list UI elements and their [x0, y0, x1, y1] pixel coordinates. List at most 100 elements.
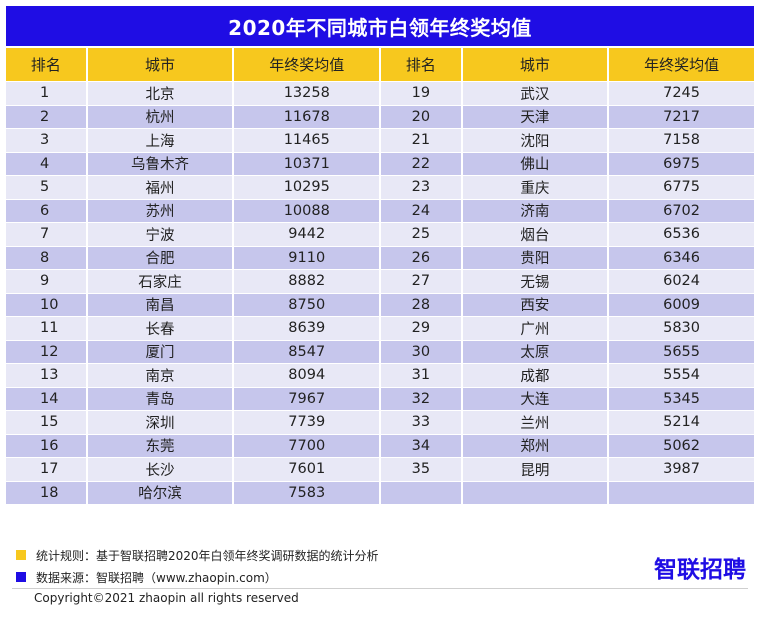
cell-city: 成都 [462, 363, 610, 387]
header-city: 城市 [462, 48, 610, 81]
cell-bonus: 5345 [609, 386, 754, 410]
table-header-row: 排名 城市 年终奖均值 排名 城市 年终奖均值 [6, 48, 754, 81]
cell-bonus: 5062 [609, 433, 754, 457]
cell-rank: 17 [6, 457, 88, 481]
cell-rank: 5 [6, 175, 88, 199]
header-bonus: 年终奖均值 [609, 48, 754, 81]
cell-rank: 34 [381, 433, 463, 457]
cell-bonus: 7700 [234, 433, 382, 457]
cell-rank: 14 [6, 386, 88, 410]
cell-rank: 3 [6, 128, 88, 152]
cell-bonus: 8882 [234, 269, 382, 293]
header-bonus: 年终奖均值 [234, 48, 382, 81]
cell-bonus: 7967 [234, 386, 382, 410]
cell-rank: 23 [381, 175, 463, 199]
cell-city: 烟台 [462, 222, 610, 246]
cell-city: 石家庄 [87, 269, 235, 293]
cell-bonus: 3987 [609, 457, 754, 481]
cell-rank: 4 [6, 151, 88, 175]
cell-rank: 16 [6, 433, 88, 457]
header-city: 城市 [87, 48, 235, 81]
note-source: 数据来源：智联招聘（www.zhaopin.com） [16, 566, 379, 588]
cell-rank: 33 [381, 410, 463, 434]
cell-rank: 11 [6, 316, 88, 340]
cell-bonus: 10371 [234, 151, 382, 175]
cell-city: 青岛 [87, 386, 235, 410]
cell-rank: 31 [381, 363, 463, 387]
cell-city: 深圳 [87, 410, 235, 434]
cell-rank: 6 [6, 198, 88, 222]
cell-city: 上海 [87, 128, 235, 152]
cell-city: 乌鲁木齐 [87, 151, 235, 175]
cell-bonus: 5830 [609, 316, 754, 340]
cell-city: 福州 [87, 175, 235, 199]
table-row: 2 杭州 11678 20 天津 7217 [6, 104, 754, 128]
note-source-text: 数据来源：智联招聘（www.zhaopin.com） [36, 570, 277, 585]
cell-rank: 12 [6, 339, 88, 363]
cell-city: 苏州 [87, 198, 235, 222]
cell-city: 贵阳 [462, 245, 610, 269]
cell-rank: 29 [381, 316, 463, 340]
cell-rank: 20 [381, 104, 463, 128]
cell-bonus: 7583 [234, 480, 382, 504]
cell-city: 重庆 [462, 175, 610, 199]
page-title: 2020年不同城市白领年终奖均值 [6, 6, 754, 46]
table-row: 12 厦门 8547 30 太原 5655 [6, 339, 754, 363]
cell-bonus: 5554 [609, 363, 754, 387]
cell-city: 兰州 [462, 410, 610, 434]
cell-bonus: 8639 [234, 316, 382, 340]
cell-bonus: 5214 [609, 410, 754, 434]
table-row: 17 长沙 7601 35 昆明 3987 [6, 457, 754, 481]
cell-rank: 10 [6, 292, 88, 316]
cell-bonus: 8547 [234, 339, 382, 363]
cell-rank: 9 [6, 269, 88, 293]
cell-rank: 2 [6, 104, 88, 128]
cell-city: 合肥 [87, 245, 235, 269]
table-row: 11 长春 8639 29 广州 5830 [6, 316, 754, 340]
table-row: 5 福州 10295 23 重庆 6775 [6, 175, 754, 199]
cell-rank: 1 [6, 81, 88, 105]
cell-city: 南昌 [87, 292, 235, 316]
divider [12, 588, 748, 589]
cell-rank: 24 [381, 198, 463, 222]
cell-bonus: 11678 [234, 104, 382, 128]
cell-bonus [609, 480, 754, 504]
table-row: 3 上海 11465 21 沈阳 7158 [6, 128, 754, 152]
cell-city: 厦门 [87, 339, 235, 363]
header-rank: 排名 [6, 48, 88, 81]
cell-rank: 15 [6, 410, 88, 434]
cell-rank: 27 [381, 269, 463, 293]
cell-bonus: 9110 [234, 245, 382, 269]
yellow-square-icon [16, 550, 26, 560]
table-row: 18 哈尔滨 7583 [6, 480, 754, 504]
cell-bonus: 5655 [609, 339, 754, 363]
table-row: 14 青岛 7967 32 大连 5345 [6, 386, 754, 410]
cell-city: 天津 [462, 104, 610, 128]
cell-city [462, 480, 610, 504]
cell-rank [381, 480, 463, 504]
table-row: 15 深圳 7739 33 兰州 5214 [6, 410, 754, 434]
cell-bonus: 6536 [609, 222, 754, 246]
table-row: 13 南京 8094 31 成都 5554 [6, 363, 754, 387]
cell-rank: 35 [381, 457, 463, 481]
cell-bonus: 7601 [234, 457, 382, 481]
cell-bonus: 10088 [234, 198, 382, 222]
note-rule-text: 统计规则：基于智联招聘2020年白领年终奖调研数据的统计分析 [36, 548, 379, 563]
cell-bonus: 6975 [609, 151, 754, 175]
notes: 统计规则：基于智联招聘2020年白领年终奖调研数据的统计分析 数据来源：智联招聘… [16, 544, 379, 588]
cell-city: 佛山 [462, 151, 610, 175]
zhaopin-logo: 智联招聘 [654, 557, 746, 583]
cell-city: 哈尔滨 [87, 480, 235, 504]
cell-city: 长春 [87, 316, 235, 340]
cell-city: 无锡 [462, 269, 610, 293]
cell-bonus: 6009 [609, 292, 754, 316]
cell-rank: 25 [381, 222, 463, 246]
cell-bonus: 6346 [609, 245, 754, 269]
copyright: Copyright©2021 zhaopin all rights reserv… [34, 591, 299, 605]
table-body: 1 北京 13258 19 武汉 7245 2 杭州 11678 20 天津 7217 3 上海 11465… [6, 81, 754, 504]
cell-rank: 19 [381, 81, 463, 105]
cell-rank: 8 [6, 245, 88, 269]
bonus-table: 排名 城市 年终奖均值 排名 城市 年终奖均值 1 北京 13258 19 武汉 7245… [6, 48, 754, 504]
cell-rank: 28 [381, 292, 463, 316]
cell-bonus: 6702 [609, 198, 754, 222]
